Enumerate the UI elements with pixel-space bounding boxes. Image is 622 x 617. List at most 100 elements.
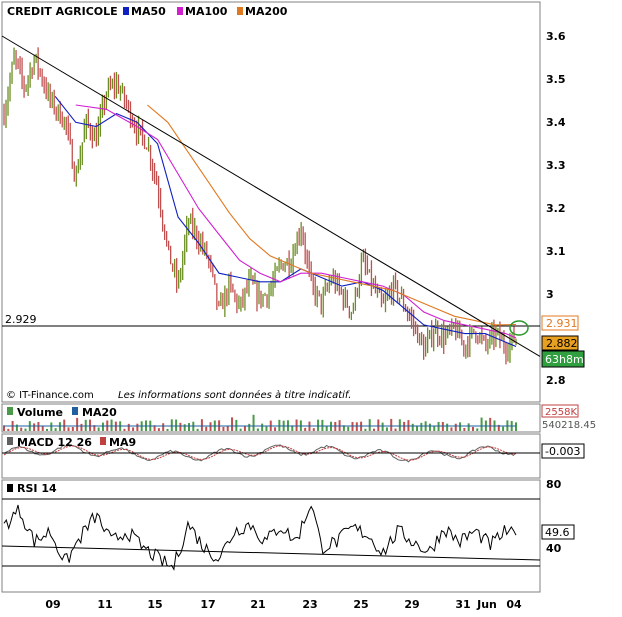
tag-ma50: 2.882 bbox=[541, 335, 579, 351]
volume-bar bbox=[235, 419, 238, 431]
svg-text:-0.003: -0.003 bbox=[545, 445, 580, 458]
moving-averages bbox=[54, 96, 517, 348]
trendline bbox=[1, 35, 541, 357]
volume-bar bbox=[347, 426, 350, 431]
volume-bar bbox=[295, 419, 298, 431]
volume-bar bbox=[97, 427, 100, 431]
x-tick-label: 25 bbox=[353, 598, 368, 611]
volume-bar bbox=[188, 423, 191, 431]
volume-bar bbox=[390, 418, 393, 431]
x-tick-label: 17 bbox=[200, 598, 215, 611]
legend-ma9-label: MA9 bbox=[109, 436, 136, 449]
x-tick-label: Jun bbox=[476, 598, 497, 611]
volume-bar bbox=[342, 425, 345, 431]
volume-bar bbox=[265, 426, 268, 431]
volume-bar bbox=[132, 427, 135, 431]
price-tick-3-4: 3.4 bbox=[546, 116, 566, 129]
volume-bar bbox=[416, 425, 419, 431]
tag-volume: 2558K bbox=[541, 404, 579, 418]
volume-bar bbox=[433, 425, 436, 431]
volume-bar bbox=[231, 417, 234, 431]
volume-bar bbox=[196, 428, 199, 431]
price-tick-3: 3 bbox=[546, 288, 554, 301]
price-panel-frame bbox=[1, 1, 541, 403]
volume-bar bbox=[317, 419, 320, 431]
ma-line-ma50 bbox=[54, 96, 517, 348]
rsi-tick-80: 80 bbox=[546, 478, 562, 491]
volume-bars bbox=[3, 414, 517, 431]
volume-bar bbox=[67, 427, 70, 431]
legend-ma20-swatch bbox=[72, 407, 78, 415]
rsi-legend-swatch bbox=[7, 484, 13, 492]
legend-macd-swatch bbox=[7, 437, 13, 445]
volume-bar bbox=[428, 423, 431, 431]
copyright: © IT-Finance.com bbox=[6, 390, 94, 401]
volume-bar bbox=[377, 419, 380, 431]
volume-bar bbox=[71, 426, 74, 431]
volume-bar bbox=[256, 428, 259, 431]
rsi-trendline bbox=[1, 545, 541, 561]
volume-bar bbox=[385, 427, 388, 431]
volume-bar bbox=[489, 417, 492, 431]
legend-volume-swatch bbox=[7, 407, 13, 415]
volume-bar bbox=[15, 424, 18, 431]
volume-bar bbox=[175, 419, 178, 431]
disclaimer: Les informations sont données à titre in… bbox=[118, 389, 351, 401]
volume-bar bbox=[200, 419, 203, 431]
price-tick-3-6: 3.6 bbox=[546, 30, 566, 43]
price-tick-3-5: 3.5 bbox=[546, 73, 566, 86]
svg-text:2.931: 2.931 bbox=[546, 317, 578, 330]
volume-bar bbox=[398, 419, 401, 431]
volume-bar bbox=[278, 419, 281, 431]
volume-bar bbox=[446, 423, 449, 431]
volume-bar bbox=[183, 424, 186, 431]
volume-bar bbox=[394, 428, 397, 431]
volume-bar bbox=[127, 423, 130, 431]
volume-bar bbox=[33, 423, 36, 431]
price-tick-3-3: 3.3 bbox=[546, 159, 566, 172]
volume-bar bbox=[226, 426, 229, 431]
legend-ma50-swatch bbox=[123, 7, 129, 15]
volume-bar bbox=[381, 422, 384, 431]
volume-bar bbox=[46, 428, 49, 431]
volume-bar bbox=[252, 414, 255, 431]
rsi-series bbox=[3, 504, 517, 571]
volume-bar bbox=[20, 427, 23, 431]
volume-bar bbox=[76, 417, 79, 431]
volume-bar bbox=[101, 422, 104, 431]
legend-macd-label: MACD 12 26 bbox=[17, 436, 92, 449]
volume-bar bbox=[7, 428, 10, 431]
volume-bar bbox=[63, 419, 66, 431]
volume-bar bbox=[312, 428, 315, 431]
tag-time: 63h8m bbox=[541, 350, 585, 368]
volume-bar bbox=[41, 425, 44, 431]
volume-bar bbox=[24, 428, 27, 431]
tag-ma200: 2.931 bbox=[541, 315, 579, 331]
support-line-label: 2.929 bbox=[5, 313, 37, 326]
svg-text:63h8m: 63h8m bbox=[545, 353, 584, 366]
legend-ma20-label: MA20 bbox=[82, 406, 117, 419]
price-tick-3-2: 3.2 bbox=[546, 202, 566, 215]
volume-bar bbox=[355, 422, 358, 431]
legend-ma100-swatch bbox=[177, 7, 183, 15]
rsi-tick-40: 40 bbox=[546, 542, 562, 555]
rsi-panel-frame bbox=[1, 479, 541, 593]
volume-bar bbox=[205, 426, 208, 431]
volume-bar bbox=[123, 428, 126, 431]
price-tick-2-8: 2.8 bbox=[546, 374, 566, 387]
volume-bar bbox=[209, 422, 212, 431]
x-tick-label: 29 bbox=[404, 598, 419, 611]
x-tick-label: 11 bbox=[97, 598, 112, 611]
volume-bar bbox=[54, 428, 57, 431]
tag-macd: -0.003 bbox=[541, 443, 585, 459]
svg-text:49.6: 49.6 bbox=[545, 526, 570, 539]
volume-bar bbox=[497, 424, 500, 431]
volume-bar bbox=[467, 423, 470, 431]
volume-bar bbox=[454, 423, 457, 431]
volume-bar bbox=[373, 428, 376, 431]
volume-bar bbox=[321, 419, 324, 431]
volume-bar bbox=[274, 427, 277, 431]
volume-bar bbox=[476, 428, 479, 431]
legend-volume-label: Volume bbox=[17, 406, 63, 419]
volume-bar bbox=[50, 422, 53, 431]
